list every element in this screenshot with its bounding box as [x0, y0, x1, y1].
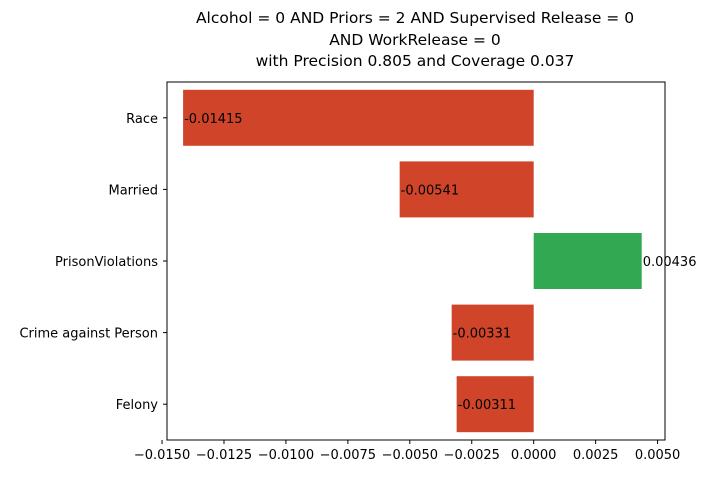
y-tick-label: Race	[126, 112, 158, 127]
x-tick-label: −0.0150	[134, 448, 190, 463]
data-label: -0.01415	[184, 112, 242, 127]
chart-title-line: Alcohol = 0 AND Priors = 2 AND Supervise…	[196, 9, 634, 27]
x-tick-label: −0.0125	[196, 448, 252, 463]
bar-crime-against-person	[451, 304, 534, 361]
x-tick-label: 0.0000	[511, 448, 557, 463]
data-label: -0.00331	[453, 327, 511, 342]
x-tick-label: 0.0050	[635, 448, 681, 463]
bars	[183, 89, 642, 433]
chart-title-line: with Precision 0.805 and Coverage 0.037	[256, 52, 575, 70]
y-tick-label: Felony	[116, 398, 159, 413]
chart-title: Alcohol = 0 AND Priors = 2 AND Supervise…	[196, 9, 634, 70]
x-tick-label: −0.0075	[320, 448, 376, 463]
data-label: -0.00311	[458, 398, 516, 413]
x-tick-label: −0.0100	[258, 448, 314, 463]
x-tick-label: 0.0025	[573, 448, 619, 463]
y-axis-ticks: Race Married PrisonViolations Crime against…	[19, 112, 167, 413]
bar-married	[399, 161, 534, 218]
bar-prisonviolations	[533, 233, 642, 289]
y-tick-label: PrisonViolations	[55, 255, 158, 270]
bar-felony	[456, 376, 534, 433]
axes-frame	[166, 81, 666, 441]
x-tick-label: −0.0025	[444, 448, 500, 463]
data-label: -0.00541	[401, 183, 459, 198]
data-label: 0.00436	[643, 255, 697, 270]
x-tick-label: −0.0050	[382, 448, 438, 463]
y-tick-label: Married	[108, 183, 158, 198]
bar-race	[183, 89, 534, 146]
x-axis-ticks: −0.0150 −0.0125 −0.0100 −0.0075 −0.0050 −0.00…	[134, 440, 680, 463]
y-tick-label: Crime against Person	[19, 327, 158, 342]
chart-title-line: AND WorkRelease = 0	[329, 31, 501, 49]
data-labels: -0.01415 -0.00541 0.00436 -0.00331 -0.00311	[184, 112, 696, 413]
